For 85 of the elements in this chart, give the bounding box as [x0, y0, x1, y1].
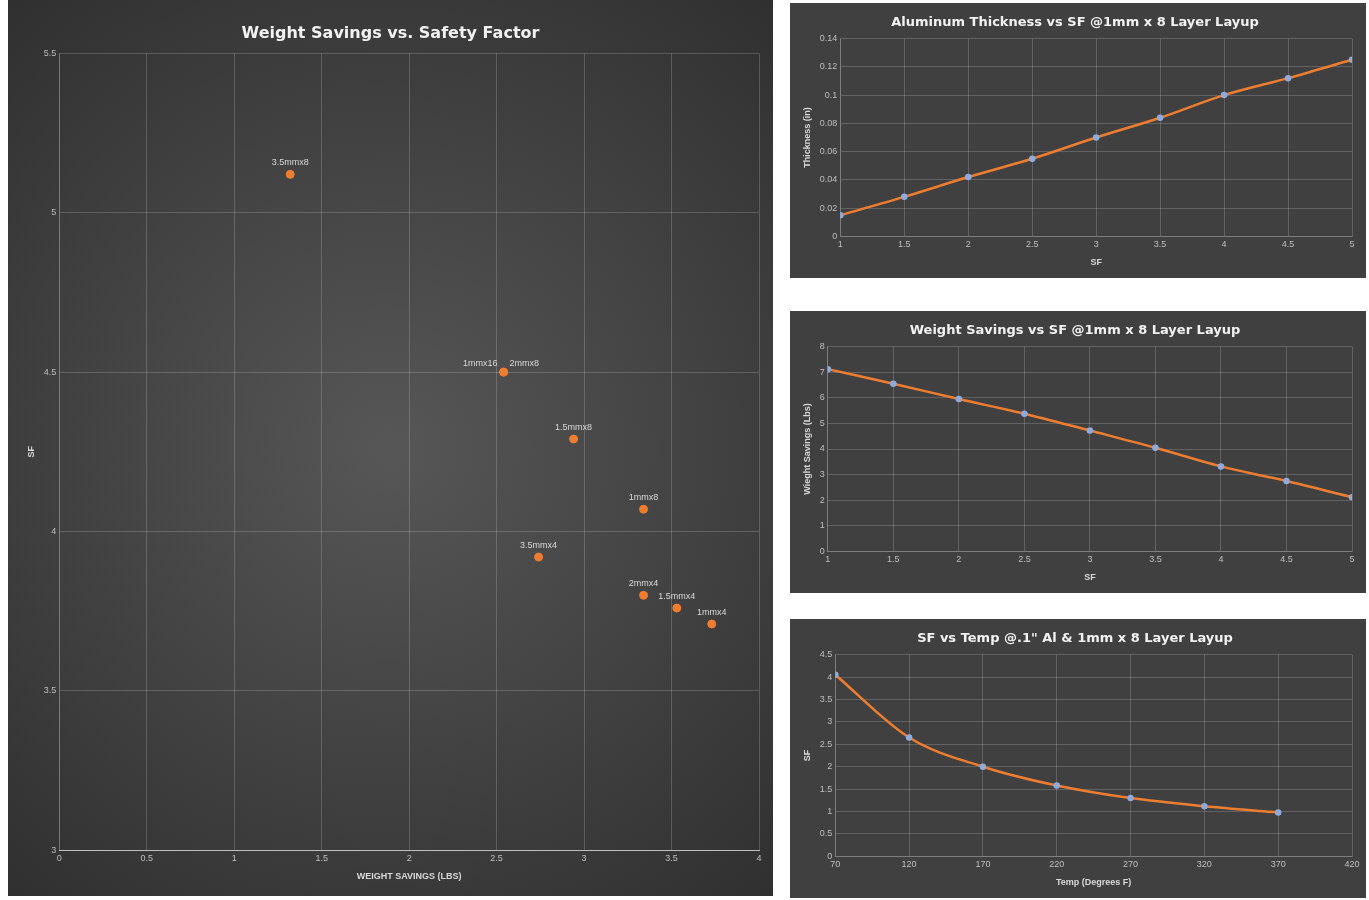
data-label: 1.5mmx8 [555, 422, 593, 433]
chart-title: Aluminum Thickness vs SF @1mm x 8 Layer Layup [891, 14, 1259, 30]
y-tick-label: 0.5 [819, 828, 833, 839]
y-tick-label: 4 [827, 671, 833, 682]
y-axis-title: Wieght Savings (Lbs) [801, 403, 812, 495]
data-label: 1mmx4 [697, 606, 727, 617]
y-tick-label: 4.5 [43, 366, 57, 377]
x-tick-label: 2 [406, 853, 412, 864]
y-tick-label: 3 [51, 844, 57, 855]
y-tick-label: 3 [827, 716, 833, 727]
x-tick-label: 1 [231, 853, 237, 864]
x-tick-label: 2.5 [1018, 554, 1031, 565]
y-tick-label: 3.5 [819, 693, 833, 704]
x-tick-label: 170 [975, 859, 991, 870]
x-tick-label: 5 [1349, 554, 1355, 565]
chart-title: Weight Savings vs. Safety Factor [241, 22, 540, 42]
x-tick-label: 2.5 [1025, 239, 1039, 250]
chart-title: Weight Savings vs SF @1mm x 8 Layer Layup [909, 322, 1241, 338]
x-tick-label: 220 [1049, 859, 1065, 870]
x-tick-label: 3 [1093, 239, 1099, 250]
x-tick-label: 0.5 [140, 853, 154, 864]
data-label: 1mmx8 [628, 492, 659, 503]
x-tick-label: 420 [1344, 859, 1360, 870]
x-tick-label: 4.5 [1280, 554, 1293, 565]
data-label: 1mmx16 [463, 358, 498, 369]
y-tick-label: 1 [827, 806, 833, 817]
x-axis-title: SF [1084, 572, 1097, 583]
x-tick-label: 4 [756, 853, 762, 864]
y-tick-label: 5 [51, 207, 57, 218]
x-tick-label: 4 [1218, 554, 1224, 565]
data-label: 3.5mmx4 [520, 540, 558, 551]
x-tick-label: 120 [901, 859, 917, 870]
x-tick-label: 4.5 [1281, 239, 1295, 250]
y-tick-label: 8 [819, 341, 825, 352]
x-tick-label: 3.5 [1149, 554, 1162, 565]
x-axis-title: SF [1090, 257, 1103, 268]
data-label: 2mmx4 [628, 578, 659, 589]
y-tick-label: 4.5 [819, 649, 833, 660]
x-tick-label: 3.5 [1153, 239, 1167, 250]
x-tick-label: 3 [1087, 554, 1093, 565]
y-tick-label: 0.12 [819, 61, 838, 72]
y-tick-label: 2 [819, 494, 825, 505]
y-tick-label: 5.5 [43, 47, 57, 58]
x-tick-label: 4 [1221, 239, 1227, 250]
x-tick-label: 3 [581, 853, 587, 864]
y-tick-label: 0 [832, 230, 838, 241]
data-label: 1.5mmx4 [658, 591, 696, 602]
x-tick-label: 320 [1196, 859, 1212, 870]
chart-title: SF vs Temp @.1" Al & 1mm x 8 Layer Layup [917, 630, 1233, 646]
x-tick-label: 270 [1123, 859, 1139, 870]
y-tick-label: 1 [819, 520, 825, 531]
x-axis-title: WEIGHT SAVINGS (LBS) [356, 871, 462, 882]
y-axis-title: Thickness (in) [801, 107, 812, 168]
x-tick-label: 70 [830, 859, 841, 870]
y-tick-label: 0.14 [819, 33, 838, 44]
y-tick-label: 2 [827, 761, 833, 772]
y-tick-label: 2.5 [819, 738, 833, 749]
x-tick-label: 1.5 [887, 554, 900, 565]
x-tick-label: 3.5 [665, 853, 678, 864]
y-tick-label: 0.02 [819, 202, 838, 213]
y-tick-label: 0.1 [824, 89, 838, 100]
x-tick-label: 5 [1349, 239, 1355, 250]
y-tick-label: 1.5 [819, 783, 833, 794]
y-tick-label: 3 [819, 469, 825, 480]
y-axis-title: SF [25, 445, 36, 458]
x-axis-title: Temp (Degrees F) [1055, 877, 1132, 888]
data-label: 2mmx8 [509, 358, 540, 369]
y-tick-label: 0.08 [819, 117, 838, 128]
y-tick-label: 4 [819, 443, 825, 454]
y-tick-label: 6 [819, 392, 825, 403]
x-tick-label: 370 [1270, 859, 1286, 870]
x-tick-label: 2.5 [490, 853, 503, 864]
x-tick-label: 2 [965, 239, 971, 250]
y-tick-label: 5 [819, 417, 825, 428]
y-tick-label: 0.06 [819, 146, 838, 157]
data-label: 3.5mmx8 [271, 157, 309, 168]
y-tick-label: 0.04 [819, 174, 838, 185]
y-tick-label: 7 [819, 366, 825, 377]
x-tick-label: 1.5 [898, 239, 911, 250]
x-tick-label: 1.5 [315, 853, 328, 864]
y-axis-title: SF [801, 749, 812, 762]
y-tick-label: 0 [819, 545, 825, 556]
y-tick-label: 3.5 [43, 685, 57, 696]
y-tick-label: 4 [51, 526, 57, 536]
x-tick-label: 2 [956, 554, 962, 565]
